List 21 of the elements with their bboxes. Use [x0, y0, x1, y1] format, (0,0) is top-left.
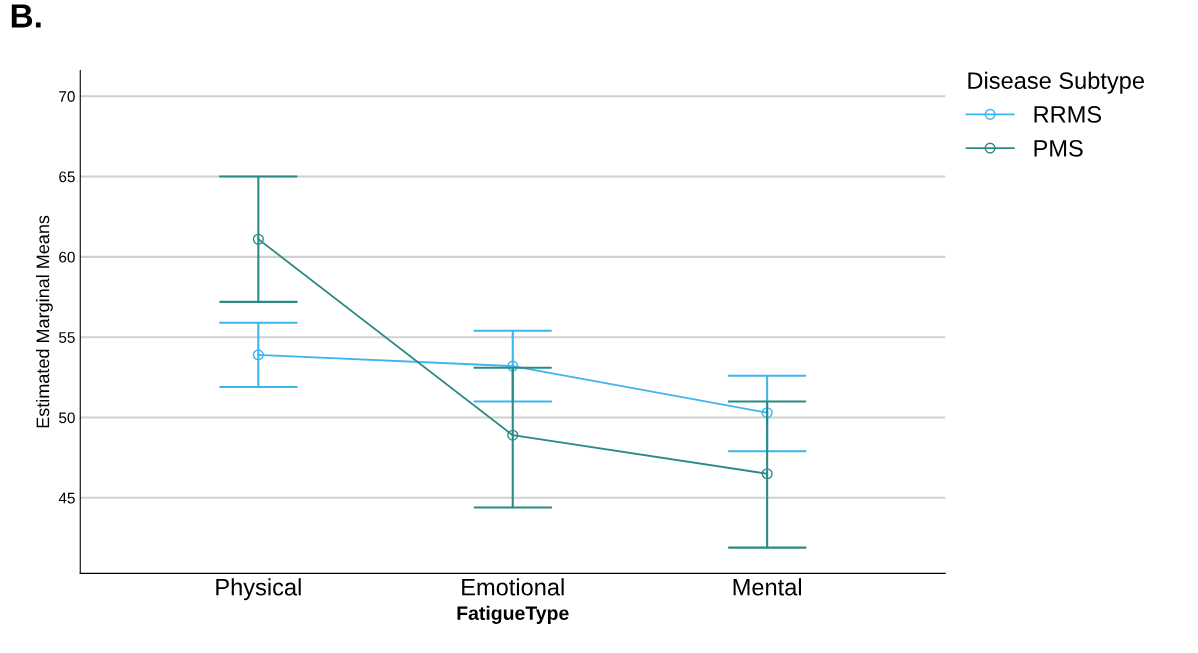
y-tick-label: 50	[59, 412, 75, 424]
chart-title: B.	[11, 4, 41, 28]
x-tick-label: Physical	[216, 578, 301, 601]
x-tick-label: Emotional	[462, 578, 564, 596]
point	[761, 468, 773, 480]
x-axis-title: FatigueType	[457, 605, 569, 624]
y-tick-label: 45	[58, 492, 75, 504]
x-tick-label: Mental	[733, 578, 801, 596]
legend-title: Disease Subtype	[968, 71, 1144, 94]
legend-label: RRMS	[1034, 106, 1102, 123]
point	[252, 233, 264, 245]
point	[252, 349, 264, 361]
point	[507, 360, 519, 372]
y-tick-label: 60	[59, 251, 75, 263]
point	[507, 429, 519, 441]
y-axis-title: Estimated Marginal Means	[36, 215, 53, 428]
legend-label: PMS	[1034, 139, 1083, 157]
y-tick-label: 55	[59, 332, 75, 343]
y-tick-label: 65	[59, 171, 75, 183]
point	[761, 407, 773, 419]
y-tick-label: 70	[59, 91, 75, 102]
